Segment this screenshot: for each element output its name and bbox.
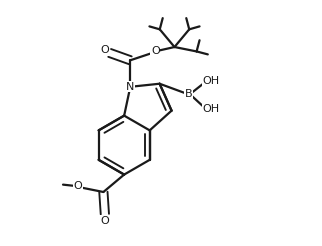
Text: OH: OH: [202, 76, 219, 86]
Text: O: O: [73, 181, 82, 190]
Text: OH: OH: [202, 104, 219, 114]
Text: O: O: [100, 215, 109, 226]
Text: B: B: [185, 89, 193, 99]
Text: N: N: [126, 82, 135, 92]
Text: O: O: [151, 46, 160, 56]
Text: O: O: [100, 45, 109, 55]
